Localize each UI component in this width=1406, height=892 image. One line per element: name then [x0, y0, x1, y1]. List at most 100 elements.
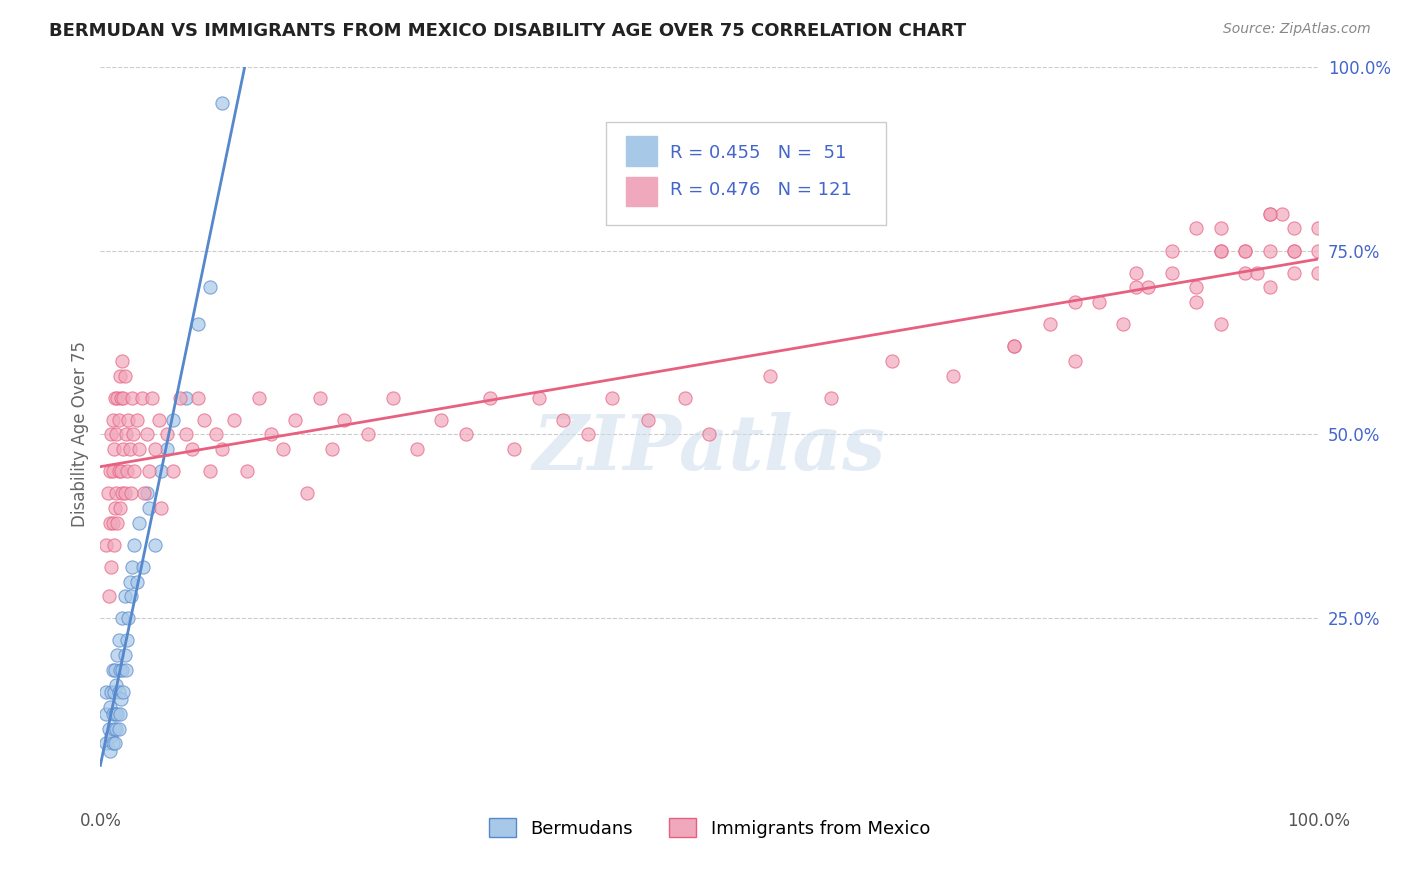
Point [101, 736, 124, 750]
Point [1125, 266, 1147, 280]
Point [143, 538, 166, 552]
Point [187, 317, 209, 331]
Point [211, 442, 233, 457]
Point [454, 427, 477, 442]
Point [111, 663, 134, 677]
Point [121, 559, 143, 574]
Point [108, 706, 131, 721]
Point [107, 413, 129, 427]
FancyBboxPatch shape [606, 122, 886, 225]
Point [260, 427, 283, 442]
Point [115, 633, 138, 648]
Point [101, 464, 124, 478]
Point [115, 663, 138, 677]
Point [162, 413, 184, 427]
Point [148, 413, 170, 427]
Point [1308, 266, 1330, 280]
Point [96, 538, 118, 552]
Point [110, 464, 132, 478]
Point [104, 736, 127, 750]
Point [107, 391, 129, 405]
Text: BERMUDAN VS IMMIGRANTS FROM MEXICO DISABILITY AGE OVER 75 CORRELATION CHART: BERMUDAN VS IMMIGRANTS FROM MEXICO DISAB… [49, 22, 966, 40]
Text: Source: ZipAtlas.com: Source: ZipAtlas.com [1223, 22, 1371, 37]
Point [1112, 317, 1135, 331]
Point [1209, 221, 1232, 235]
Point [527, 391, 550, 405]
Point [198, 464, 221, 478]
Point [321, 442, 343, 457]
Point [406, 442, 429, 457]
Text: R = 0.455   N =  51: R = 0.455 N = 51 [671, 144, 846, 161]
Point [156, 442, 179, 457]
Point [576, 427, 599, 442]
Point [1002, 339, 1025, 353]
Point [112, 685, 135, 699]
Point [1209, 244, 1232, 258]
Point [205, 427, 228, 442]
Point [308, 391, 330, 405]
Point [637, 413, 659, 427]
Point [198, 280, 221, 294]
Point [107, 633, 129, 648]
Point [1282, 244, 1305, 258]
Point [297, 486, 319, 500]
Point [111, 486, 134, 500]
Point [117, 413, 139, 427]
Point [235, 464, 257, 478]
Point [479, 391, 502, 405]
Point [174, 427, 197, 442]
Point [880, 354, 903, 368]
Point [98, 516, 121, 530]
Point [1282, 266, 1305, 280]
Point [138, 464, 160, 478]
Point [357, 427, 380, 442]
Point [169, 391, 191, 405]
Point [1039, 317, 1062, 331]
Point [143, 442, 166, 457]
Point [1185, 280, 1208, 294]
Point [1246, 266, 1268, 280]
Point [1136, 280, 1159, 294]
Point [224, 413, 246, 427]
Point [150, 501, 173, 516]
Point [100, 729, 122, 743]
Point [128, 442, 150, 457]
Point [110, 692, 132, 706]
Point [187, 391, 209, 405]
Point [97, 486, 120, 500]
Point [108, 501, 131, 516]
Point [271, 442, 294, 457]
Point [125, 413, 148, 427]
Point [114, 648, 136, 662]
Point [105, 486, 128, 500]
Point [553, 413, 575, 427]
Point [1308, 221, 1330, 235]
Point [112, 442, 135, 457]
Point [108, 663, 131, 677]
Point [1258, 280, 1281, 294]
Point [1282, 221, 1305, 235]
Point [1271, 207, 1294, 221]
Point [124, 538, 146, 552]
Point [105, 427, 128, 442]
Point [1063, 295, 1085, 310]
Point [117, 611, 139, 625]
Point [101, 413, 124, 427]
Text: R = 0.476   N = 121: R = 0.476 N = 121 [671, 180, 852, 199]
Point [115, 427, 138, 442]
Point [103, 685, 125, 699]
Point [138, 501, 160, 516]
Point [104, 706, 127, 721]
Point [673, 391, 696, 405]
Point [108, 368, 131, 383]
Point [697, 427, 720, 442]
Point [100, 685, 122, 699]
Point [1258, 207, 1281, 221]
Point [100, 559, 122, 574]
Point [120, 589, 142, 603]
Point [96, 685, 118, 699]
Point [104, 391, 127, 405]
FancyBboxPatch shape [627, 177, 657, 206]
Point [107, 516, 129, 530]
Point [105, 677, 128, 691]
